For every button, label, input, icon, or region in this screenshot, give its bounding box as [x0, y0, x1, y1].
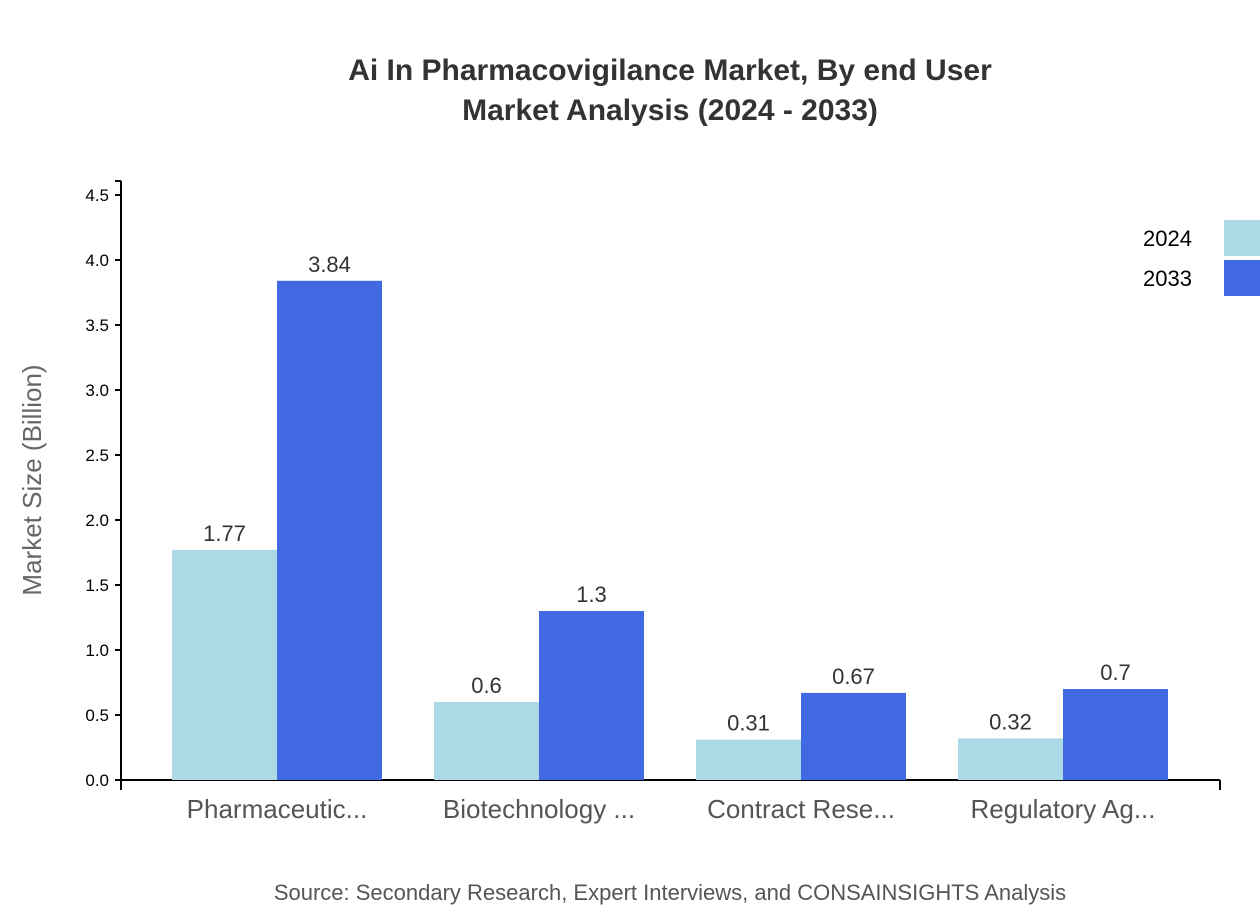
data-label: 1.3	[576, 582, 607, 607]
y-tick-label: 3.5	[85, 316, 109, 335]
y-tick-label: 4.5	[85, 186, 109, 205]
y-tick-label: 0.0	[85, 771, 109, 790]
data-label: 0.7	[1100, 660, 1131, 685]
bar-2033	[1063, 689, 1168, 780]
y-axis-label: Market Size (Billion)	[17, 364, 47, 595]
data-label: 0.32	[989, 709, 1032, 734]
bar-2024	[434, 702, 539, 780]
legend-swatch	[1224, 220, 1260, 256]
bar-2033	[277, 280, 382, 780]
bar-2024	[958, 738, 1063, 780]
legend-label: 2024	[1143, 226, 1192, 251]
x-tick-label: Contract Rese...	[707, 794, 895, 824]
x-tick-label: Biotechnology ...	[443, 794, 635, 824]
y-tick-label: 4.0	[85, 251, 109, 270]
y-tick-label: 0.5	[85, 706, 109, 725]
bar-2024	[696, 739, 801, 780]
legend: 2024 2033	[1143, 220, 1260, 296]
data-label: 1.77	[203, 521, 246, 546]
chart-title: Ai In Pharmacovigilance Market, By end U…	[348, 54, 992, 87]
legend-swatch	[1224, 260, 1260, 296]
y-tick-label: 2.5	[85, 446, 109, 465]
data-label: 0.67	[832, 664, 875, 689]
data-label: 0.31	[727, 711, 770, 736]
data-label: 0.6	[471, 673, 502, 698]
x-tick-label: Pharmaceutic...	[187, 794, 368, 824]
legend-label: 2033	[1143, 266, 1192, 291]
y-tick-label: 2.0	[85, 511, 109, 530]
chart-subtitle: Market Analysis (2024 - 2033)	[462, 94, 878, 127]
data-label: 3.84	[308, 252, 351, 277]
y-tick-label: 1.0	[85, 641, 109, 660]
x-tick-label: Regulatory Ag...	[971, 794, 1156, 824]
bar-2024	[172, 549, 277, 780]
bar-2033	[539, 611, 644, 780]
y-tick-label: 1.5	[85, 576, 109, 595]
bar-2033	[801, 692, 906, 780]
source-note: Source: Secondary Research, Expert Inter…	[274, 880, 1066, 905]
y-tick-label: 3.0	[85, 381, 109, 400]
bars: 1.77 3.84 0.6 1.3 0.31 0.67 0.32 0.7	[172, 252, 1168, 780]
